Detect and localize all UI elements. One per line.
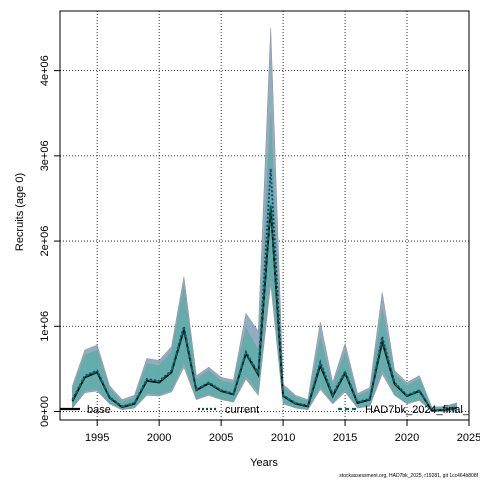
- legend-label: current: [225, 404, 259, 416]
- plot-border: [59, 10, 470, 421]
- legend-label: base: [87, 404, 111, 416]
- x-tick-label: 2015: [333, 432, 357, 444]
- y-tick-label: 3e+06: [39, 140, 51, 171]
- legend-label: HAD7bk_2024_final_: [365, 404, 470, 416]
- x-axis: 1995 2000 2005 2010 2015 2020 2025: [85, 420, 480, 444]
- x-tick-label: 2010: [271, 432, 295, 444]
- y-tick-label: 0e+00: [39, 396, 51, 427]
- y-tick-label: 1e+06: [39, 311, 51, 342]
- x-tick-label: 2020: [395, 432, 419, 444]
- y-tick-label: 2e+06: [39, 226, 51, 257]
- y-axis: 0e+00 1e+06 2e+06 3e+06 4e+06: [39, 55, 60, 427]
- x-tick-label: 2000: [147, 432, 171, 444]
- footnote: stockassessment.org, HAD7bk_2025, r19281…: [339, 473, 478, 479]
- x-tick-label: 2025: [457, 432, 480, 444]
- confidence-band: [72, 27, 457, 412]
- y-tick-label: 4e+06: [39, 55, 51, 86]
- confidence-bands: [72, 27, 457, 412]
- x-axis-title: Years: [250, 457, 278, 469]
- series-line: [71, 205, 457, 412]
- x-tick-label: 2005: [209, 432, 233, 444]
- series-lines: [71, 168, 457, 412]
- legend: base current HAD7bk_2024_final_: [60, 404, 470, 416]
- y-axis-title: Recruits (age 0): [14, 173, 26, 251]
- x-tick-label: 1995: [85, 432, 109, 444]
